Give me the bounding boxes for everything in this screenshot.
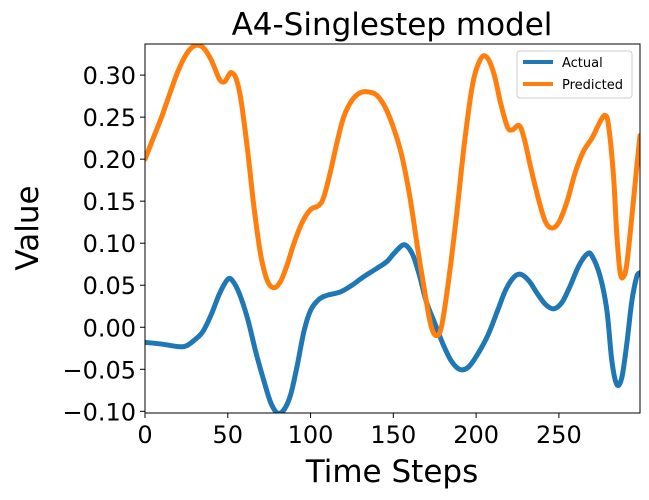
x-axis: 0 50 100 150 200 250 bbox=[137, 413, 582, 449]
y-tick-label: 0.10 bbox=[83, 230, 136, 258]
y-tick-label: 0.20 bbox=[83, 146, 136, 174]
y-tick-label: 0.25 bbox=[83, 104, 136, 132]
chart-title: A4-Singlestep model bbox=[232, 7, 553, 43]
y-axis: −0.10 −0.05 0.00 0.05 0.10 0.15 0.20 0.25 0.30 bbox=[62, 62, 145, 426]
plot-frame bbox=[144, 43, 641, 414]
x-tick-label: 100 bbox=[288, 421, 334, 449]
y-tick-label: −0.05 bbox=[62, 356, 136, 384]
x-tick-label: 50 bbox=[213, 421, 244, 449]
x-tick-label: 0 bbox=[137, 421, 152, 449]
series-line-actual bbox=[145, 242, 640, 413]
x-tick-label: 250 bbox=[536, 421, 582, 449]
y-tick-label: −0.10 bbox=[62, 398, 136, 426]
y-tick-label: 0.15 bbox=[83, 188, 136, 216]
x-tick-label: 150 bbox=[370, 421, 416, 449]
y-tick-label: 0.05 bbox=[83, 272, 136, 300]
y-axis-label: Value bbox=[10, 185, 46, 270]
x-tick-label: 200 bbox=[453, 421, 499, 449]
series-line-predicted bbox=[145, 44, 640, 339]
y-tick-label: 0.00 bbox=[83, 314, 136, 342]
series-layer bbox=[145, 44, 640, 413]
x-axis-label: Time Steps bbox=[305, 454, 478, 490]
legend-label-actual: Actual bbox=[562, 56, 603, 71]
legend: Actual Predicted bbox=[516, 50, 633, 99]
legend-label-predicted: Predicted bbox=[562, 78, 623, 93]
y-tick-label: 0.30 bbox=[83, 62, 136, 90]
